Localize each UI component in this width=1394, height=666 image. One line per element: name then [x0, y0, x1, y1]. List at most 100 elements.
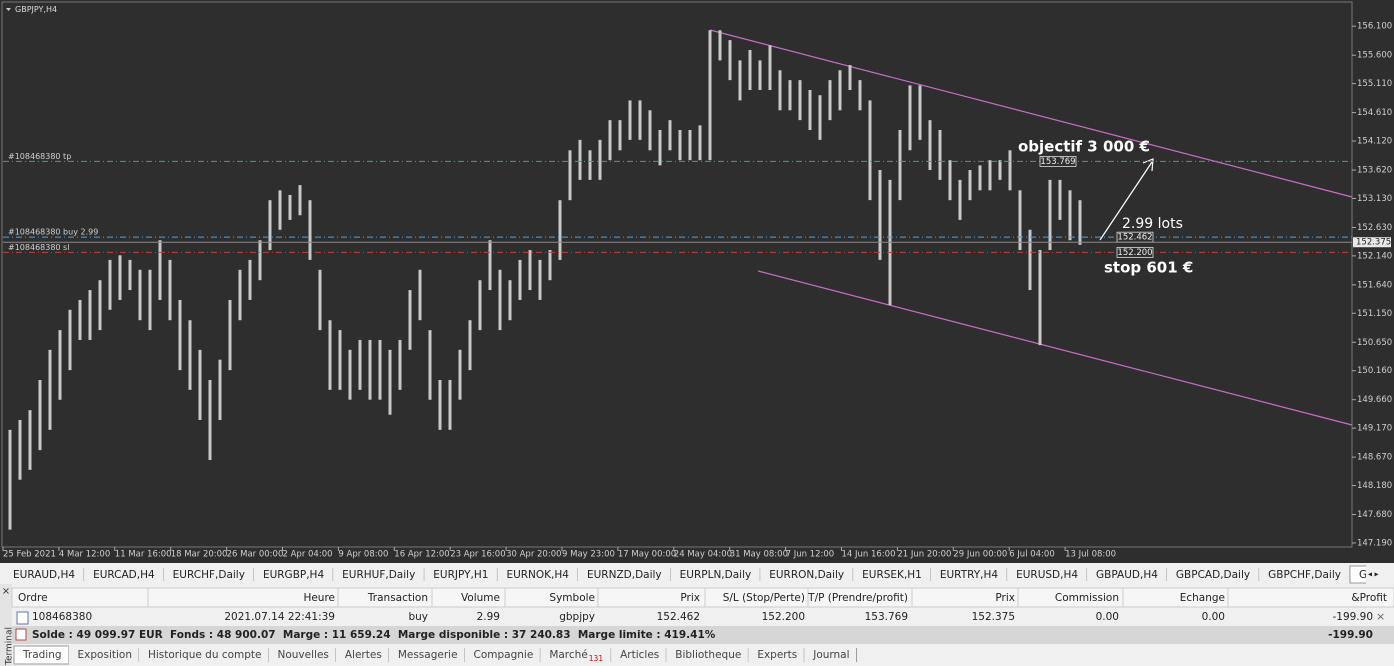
terminal-tab[interactable]: [804, 646, 857, 664]
terminal-tab-label: Marché: [549, 649, 587, 661]
symbol-tab[interactable]: [163, 566, 254, 583]
x-tick-label: 2 Apr 04:00: [283, 550, 333, 560]
x-tick-label: 14 Jun 16:00: [842, 550, 896, 560]
trend-line[interactable]: [757, 270, 1353, 426]
symbol-tab[interactable]: [253, 566, 334, 583]
close-order[interactable]: ×: [1376, 610, 1385, 623]
y-tick-label: 155.600: [1357, 51, 1392, 61]
symbol-tab-label: EURRON,Daily: [769, 569, 844, 581]
terminal-tab[interactable]: [611, 646, 667, 664]
column-header: Heure: [303, 592, 335, 604]
symbol-tab[interactable]: [1007, 566, 1088, 583]
symbol-tab[interactable]: [930, 566, 1008, 583]
terminal-tab[interactable]: [388, 646, 465, 664]
y-tick-label: 153.130: [1357, 194, 1392, 204]
x-tick-label: 13 Jul 08:00: [1065, 550, 1116, 560]
level-price: 153.769: [1040, 157, 1075, 167]
symbol-tab-label: EURJPY,H1: [433, 569, 488, 581]
y-tick-label: 147.680: [1357, 510, 1392, 520]
level-label: #108468380 buy 2.99: [8, 228, 98, 237]
symbol-tab-label: EURNZD,Daily: [587, 569, 662, 581]
x-tick-label: 11 Mar 16:00: [115, 550, 172, 560]
symbol-tab-label: GBPJPY,H4: [1359, 569, 1394, 581]
column-header: Prix: [995, 592, 1015, 604]
symbol-tab[interactable]: [1259, 566, 1350, 583]
annotation: objectif 3 000 €: [1018, 138, 1150, 156]
x-tick-label: 26 Mar 00:00: [227, 550, 284, 560]
menu-arrow[interactable]: [6, 8, 11, 11]
annotation: 2.99 lots: [1122, 216, 1183, 232]
y-tick-label: 149.170: [1357, 424, 1392, 434]
symbol-tab-label: GBPAUD,H4: [1096, 569, 1158, 581]
symbol-tab[interactable]: [497, 566, 578, 583]
tab-scroll[interactable]: ◂ ▸: [1368, 570, 1379, 579]
y-tick-label: 150.160: [1357, 366, 1392, 376]
table-cell: 152.462: [657, 611, 700, 623]
symbol-tab[interactable]: [670, 566, 761, 583]
y-tick-label: 154.610: [1357, 108, 1392, 118]
x-tick-label: 6 Jul 04:00: [1009, 550, 1055, 560]
symbol-tab-label: EURNOK,H4: [506, 569, 569, 581]
symbol-tab[interactable]: [4, 566, 85, 583]
column-header: &Profit: [1351, 592, 1387, 604]
terminal-tab[interactable]: [748, 646, 805, 664]
x-tick-label: 16 Apr 12:00: [394, 550, 449, 560]
column-header: S/L (Stop/Perte): [723, 592, 805, 604]
x-tick-label: 9 May 23:00: [562, 550, 615, 560]
terminal-tab[interactable]: [540, 646, 612, 664]
symbol-tab-label: GBPCHF,Daily: [1268, 569, 1341, 581]
symbol-tab-label: EURSEK,H1: [862, 569, 922, 581]
terminal-tab[interactable]: [666, 646, 749, 664]
symbol-tab[interactable]: [853, 566, 931, 583]
current-price-box: [1353, 237, 1391, 248]
symbol-tab[interactable]: [577, 566, 671, 583]
symbol-tab[interactable]: [1166, 566, 1260, 583]
x-tick-label: 29 Jun 00:00: [953, 550, 1007, 560]
symbol-tab[interactable]: [760, 566, 854, 583]
symbol-tab-label: EURCHF,Daily: [173, 569, 245, 581]
y-tick-label: 154.120: [1357, 137, 1392, 147]
x-tick-label: 25 Feb 2021: [3, 550, 56, 560]
y-tick-label: 152.140: [1357, 251, 1392, 261]
symbol-tab-label: EURTRY,H4: [940, 569, 999, 581]
chart-background: [0, 0, 1394, 563]
summary-row: [12, 626, 1394, 644]
level-label: #108468380 tp: [8, 152, 71, 161]
terminal-tab[interactable]: [335, 646, 389, 664]
x-tick-label: 18 Mar 20:00: [171, 550, 228, 560]
terminal-tab[interactable]: [68, 646, 139, 664]
symbol-tab-label: EURAUD,H4: [13, 569, 75, 581]
terminal-tab-label: Journal: [812, 649, 849, 661]
terminal-tab-label: Articles: [620, 649, 659, 661]
x-tick-label: 9 Apr 08:00: [338, 550, 388, 560]
y-tick-label: 155.110: [1357, 79, 1392, 89]
symbol-tab[interactable]: [1087, 566, 1167, 583]
column-header: T/P (Prendre/profit): [807, 592, 908, 604]
symbol-tab[interactable]: [1349, 565, 1394, 584]
table-cell: 2.99: [477, 611, 500, 623]
arrow[interactable]: [1099, 161, 1153, 241]
terminal-tab-label: Alertes: [345, 649, 382, 661]
symbol-tab-label: EURPLN,Daily: [680, 569, 752, 581]
terminal-tab-label: Exposition: [78, 649, 132, 661]
column-header: Commission: [1055, 592, 1119, 604]
symbol-tab[interactable]: [84, 566, 164, 583]
terminal-tab-label: Bibliotheque: [675, 649, 741, 661]
level-price: 152.462: [1117, 233, 1152, 243]
symbol-tab[interactable]: [333, 566, 425, 583]
level-price-box: [1116, 246, 1154, 258]
y-tick-label: 151.640: [1357, 280, 1392, 290]
summary: Solde : 49 099.97 EUR Fonds : 48 900.07 …: [32, 629, 716, 641]
close-button[interactable]: ×: [2, 586, 10, 597]
terminal-tab[interactable]: [138, 646, 269, 664]
symbol-tabs: EURAUD,H4 EURCAD,H4 EURCHF,Daily EURGBP,H4 E…: [4, 565, 1394, 584]
x-tick-label: 7 Jun 12:00: [786, 550, 835, 560]
terminal-tab[interactable]: [464, 646, 541, 664]
symbol-tab-label: EURCAD,H4: [93, 569, 155, 581]
trend-line[interactable]: [709, 29, 1353, 198]
symbol-tab[interactable]: [424, 566, 498, 583]
terminal-tab-label: Trading: [22, 649, 62, 661]
terminal-tab[interactable]: [268, 646, 336, 664]
terminal-tab-label: Historique du compte: [148, 649, 262, 661]
